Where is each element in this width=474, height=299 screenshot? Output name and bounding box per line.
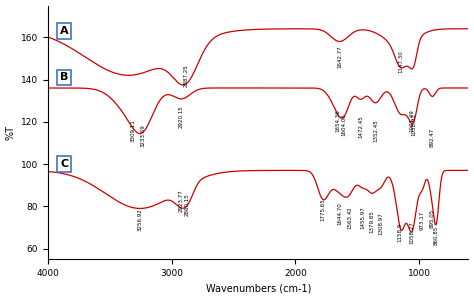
Text: 1308.97: 1308.97 bbox=[378, 213, 383, 235]
Text: 1604.06: 1604.06 bbox=[342, 113, 347, 136]
Text: 2923.77: 2923.77 bbox=[179, 190, 184, 212]
Text: 1058.27: 1058.27 bbox=[410, 221, 414, 244]
Text: 1455.97: 1455.97 bbox=[360, 206, 365, 229]
Text: 1061.49: 1061.49 bbox=[409, 109, 414, 132]
Text: 3256.92: 3256.92 bbox=[137, 208, 143, 231]
Text: 1644.70: 1644.70 bbox=[337, 202, 342, 225]
Text: 860.85: 860.85 bbox=[434, 225, 439, 245]
Y-axis label: %T: %T bbox=[6, 125, 16, 140]
Text: 1563.42: 1563.42 bbox=[347, 206, 352, 229]
Text: 3309.11: 3309.11 bbox=[131, 120, 136, 142]
Text: 1379.85: 1379.85 bbox=[370, 210, 374, 233]
Text: 1472.45: 1472.45 bbox=[358, 115, 363, 138]
X-axis label: Wavenumbers (cm-1): Wavenumbers (cm-1) bbox=[206, 283, 311, 293]
Text: 895.05: 895.05 bbox=[429, 208, 435, 228]
Text: 1352.45: 1352.45 bbox=[373, 120, 378, 142]
Text: A: A bbox=[60, 26, 68, 36]
Text: 973.17: 973.17 bbox=[420, 210, 425, 230]
Text: 1775.65: 1775.65 bbox=[321, 198, 326, 221]
Text: 2860.15: 2860.15 bbox=[185, 194, 190, 216]
Text: 1654.36: 1654.36 bbox=[336, 109, 341, 132]
Text: C: C bbox=[60, 159, 68, 169]
Text: 1147.30: 1147.30 bbox=[398, 50, 403, 73]
Text: 3233.69: 3233.69 bbox=[140, 124, 146, 147]
Text: 1158.9: 1158.9 bbox=[397, 223, 402, 242]
Text: 892.47: 892.47 bbox=[430, 128, 435, 147]
Text: 1642.77: 1642.77 bbox=[337, 46, 342, 68]
Text: 2920.15: 2920.15 bbox=[179, 105, 184, 128]
Text: 2887.25: 2887.25 bbox=[183, 65, 188, 88]
Text: 1038.91: 1038.91 bbox=[412, 113, 417, 136]
Text: B: B bbox=[60, 72, 68, 83]
